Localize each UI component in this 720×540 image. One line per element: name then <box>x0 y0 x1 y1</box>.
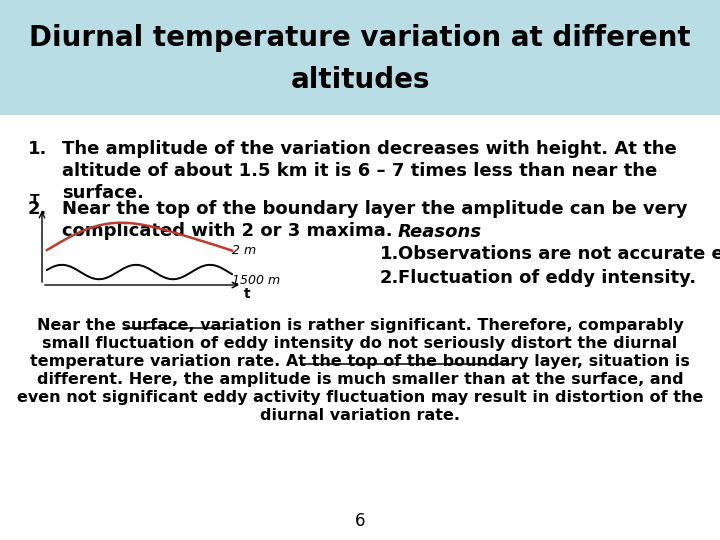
Text: altitudes: altitudes <box>290 66 430 94</box>
Text: 1.: 1. <box>28 140 48 158</box>
Text: Diurnal temperature variation at different: Diurnal temperature variation at differe… <box>30 24 690 52</box>
Text: 1.: 1. <box>380 245 400 263</box>
Text: temperature variation rate. At the top of the boundary layer, situation is: temperature variation rate. At the top o… <box>30 354 690 369</box>
Text: 2.: 2. <box>380 269 400 287</box>
Text: different. Here, the amplitude is much smaller than at the surface, and: different. Here, the amplitude is much s… <box>37 372 683 387</box>
Text: Near the surface, variation is rather significant. Therefore, comparably: Near the surface, variation is rather si… <box>37 318 683 333</box>
Text: Fluctuation of eddy intensity.: Fluctuation of eddy intensity. <box>398 269 696 287</box>
Text: 2 m: 2 m <box>232 244 256 256</box>
Text: t: t <box>244 287 251 301</box>
Text: even not significant eddy activity fluctuation may result in distortion of the: even not significant eddy activity fluct… <box>17 390 703 405</box>
Text: small fluctuation of eddy intensity do not seriously distort the diurnal: small fluctuation of eddy intensity do n… <box>42 336 678 351</box>
Bar <box>0 0 720 115</box>
Text: 6: 6 <box>355 512 365 530</box>
Text: diurnal variation rate.: diurnal variation rate. <box>260 408 460 423</box>
Text: 2.: 2. <box>28 200 48 218</box>
Text: The amplitude of the variation decreases with height. At the
altitude of about 1: The amplitude of the variation decreases… <box>62 140 677 202</box>
Text: Reasons: Reasons <box>398 223 482 241</box>
Text: Observations are not accurate enough.: Observations are not accurate enough. <box>398 245 720 263</box>
Text: 1500 m: 1500 m <box>232 274 280 287</box>
Text: Near the top of the boundary layer the amplitude can be very
complicated with 2 : Near the top of the boundary layer the a… <box>62 200 688 240</box>
Text: T: T <box>30 193 39 207</box>
